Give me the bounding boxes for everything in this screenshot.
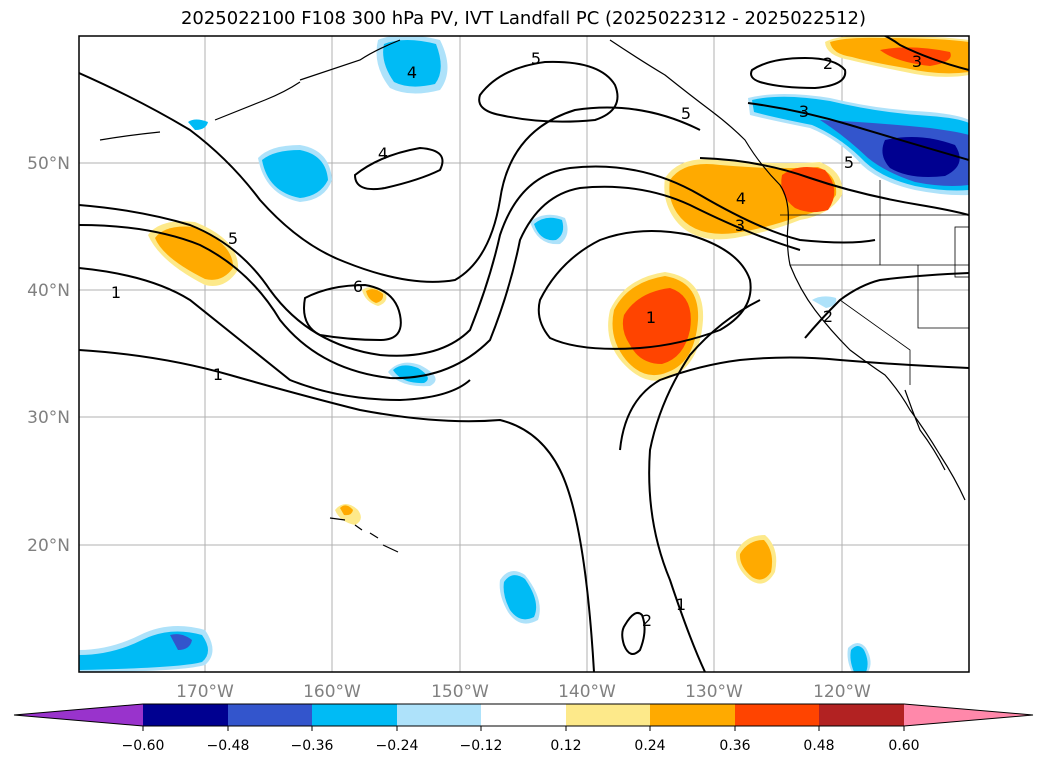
colorbar-extend-left <box>14 704 143 726</box>
contour-label: 5 <box>681 104 691 123</box>
contour-label: 4 <box>407 63 417 82</box>
contour-label: 1 <box>676 595 686 614</box>
lat-labels: 50°N 40°N 30°N 20°N <box>27 154 70 556</box>
lon-label: 130°W <box>685 682 743 702</box>
contour-label: 3 <box>735 216 745 235</box>
contour-label: 4 <box>736 189 746 208</box>
colorbar-tick: 0.36 <box>719 738 750 754</box>
lon-label: 140°W <box>558 682 616 702</box>
contour-label: 5 <box>228 229 238 248</box>
contour-label: 5 <box>844 153 854 172</box>
colorbar-segment <box>143 704 228 726</box>
colorbar-tick: 0.60 <box>888 738 919 754</box>
contour-label: 2 <box>823 54 833 73</box>
lon-label: 160°W <box>303 682 361 702</box>
contour-label: 1 <box>213 365 223 384</box>
contour-label: 3 <box>799 102 809 121</box>
colorbar-tick: 0.24 <box>634 738 665 754</box>
contour-label: 6 <box>353 277 363 296</box>
colorbar-segment <box>735 704 819 726</box>
colorbar-segment <box>228 704 312 726</box>
lon-label: 150°W <box>431 682 489 702</box>
colorbar-segment <box>650 704 735 726</box>
colorbar-extend-right <box>904 704 1033 726</box>
map-content: 1 1 1 2 2 2 3 3 3 4 4 4 5 5 5 5 6 1 <box>79 36 969 672</box>
lat-label: 30°N <box>27 408 70 428</box>
colorbar-segment <box>566 704 650 726</box>
lat-label: 50°N <box>27 154 70 174</box>
pc-contours <box>79 36 969 672</box>
borders <box>780 180 969 385</box>
colorbar-tick: 0.12 <box>550 738 581 754</box>
colorbar-segment <box>819 704 904 726</box>
contour-label: 5 <box>531 49 541 68</box>
lon-label: 120°W <box>813 682 871 702</box>
colorbar: −0.60 −0.48 −0.36 −0.24 −0.12 0.12 0.24 … <box>13 703 1034 754</box>
colorbar-segment <box>481 704 566 726</box>
colorbar-tick: −0.24 <box>376 738 419 754</box>
contour-label: 1 <box>111 283 121 302</box>
contour-label: 4 <box>378 144 388 163</box>
contour-label: 3 <box>912 52 922 71</box>
colorbar-segment <box>312 704 397 726</box>
lat-label: 40°N <box>27 281 70 301</box>
map-frame <box>78 35 970 673</box>
colorbar-tick: −0.48 <box>207 738 250 754</box>
contour-labels: 1 1 1 2 2 2 3 3 3 4 4 4 5 5 5 5 6 1 <box>111 49 922 630</box>
contour-label: 2 <box>642 611 652 630</box>
contour-label: 1 <box>646 308 656 327</box>
colorbar-tick: −0.60 <box>122 738 165 754</box>
lat-label: 20°N <box>27 536 70 556</box>
colorbar-tick: −0.36 <box>291 738 334 754</box>
coastlines <box>99 39 966 553</box>
lon-label: 170°W <box>176 682 234 702</box>
ivt-anomaly-fill <box>79 36 969 672</box>
lon-labels: 170°W 160°W 150°W 140°W 130°W 120°W <box>176 682 871 702</box>
contour-label: 2 <box>823 307 833 326</box>
colorbar-segment <box>397 704 481 726</box>
colorbar-tick: −0.12 <box>460 738 503 754</box>
colorbar-tick: 0.48 <box>803 738 834 754</box>
map-title: 2025022100 F108 300 hPa PV, IVT Landfall… <box>180 8 867 29</box>
